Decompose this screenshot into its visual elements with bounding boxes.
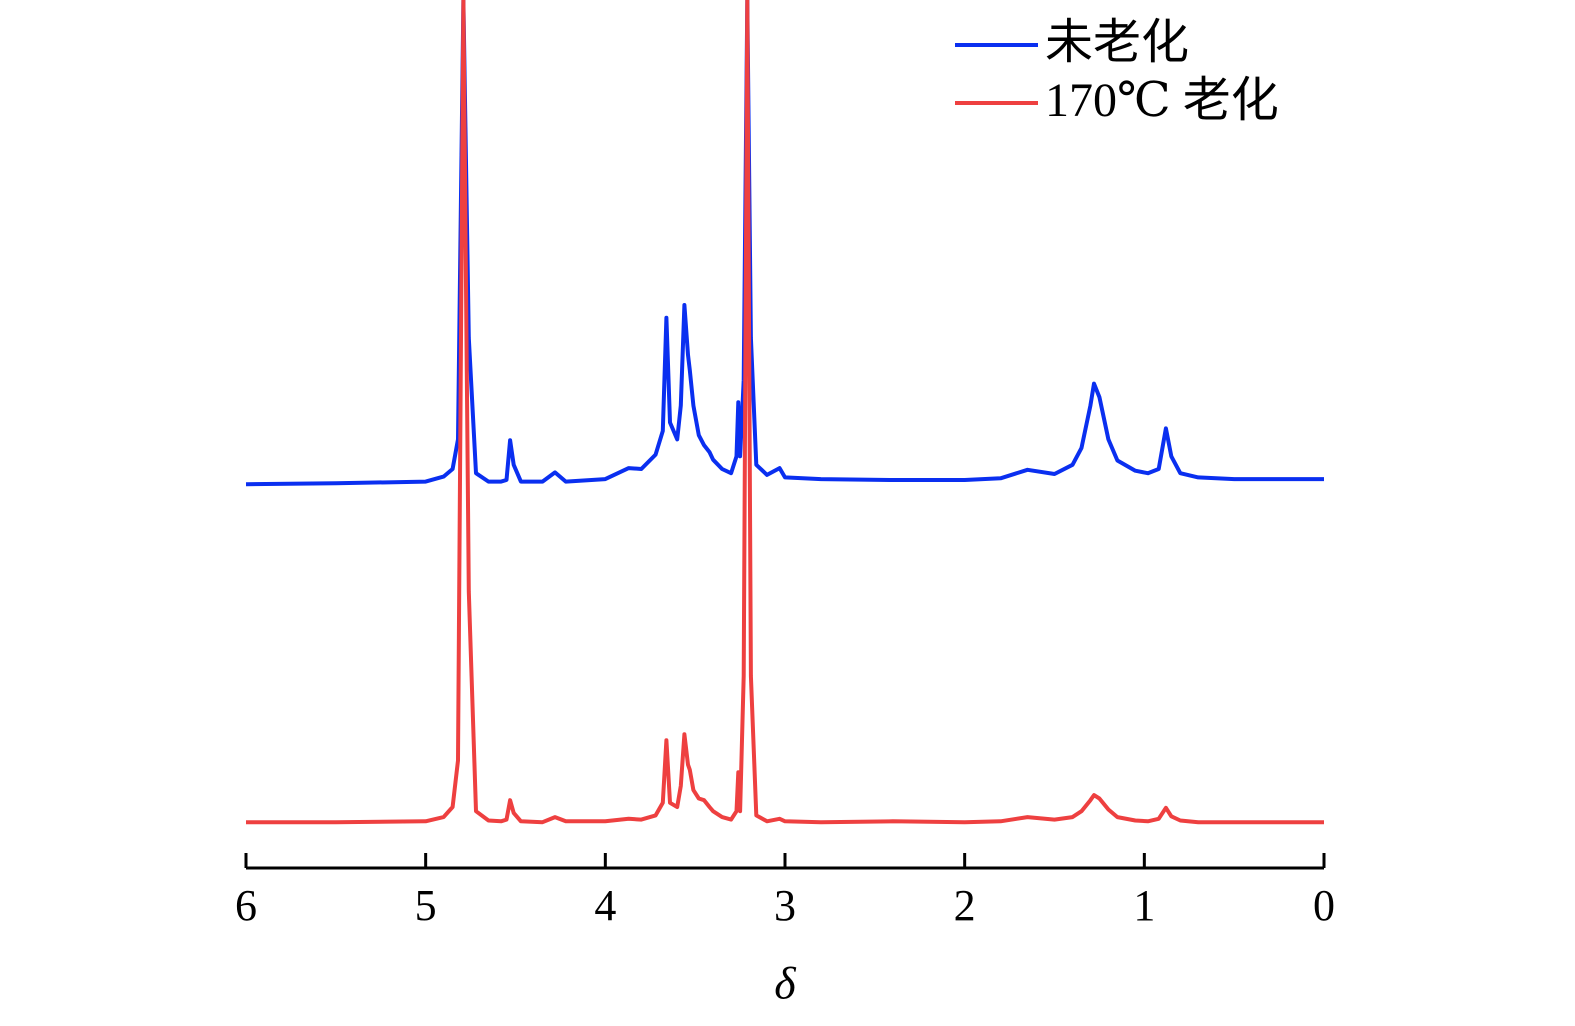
legend-label: 170℃ 老化 [1045, 74, 1279, 127]
plot-area [245, 0, 1324, 825]
x-tick-label: 6 [235, 881, 257, 930]
spectrum-line [246, 0, 1324, 825]
x-tick-label: 3 [774, 881, 796, 930]
x-tick-label: 5 [415, 881, 437, 930]
x-tick-label: 4 [594, 881, 616, 930]
x-tick-label: 1 [1133, 881, 1155, 930]
legend-label: 未老化 [1045, 16, 1189, 69]
spectrum-line [245, 0, 1324, 487]
x-tick-label: 0 [1313, 881, 1335, 930]
x-axis-label: δ [774, 958, 796, 1009]
x-tick-label: 2 [954, 881, 976, 930]
